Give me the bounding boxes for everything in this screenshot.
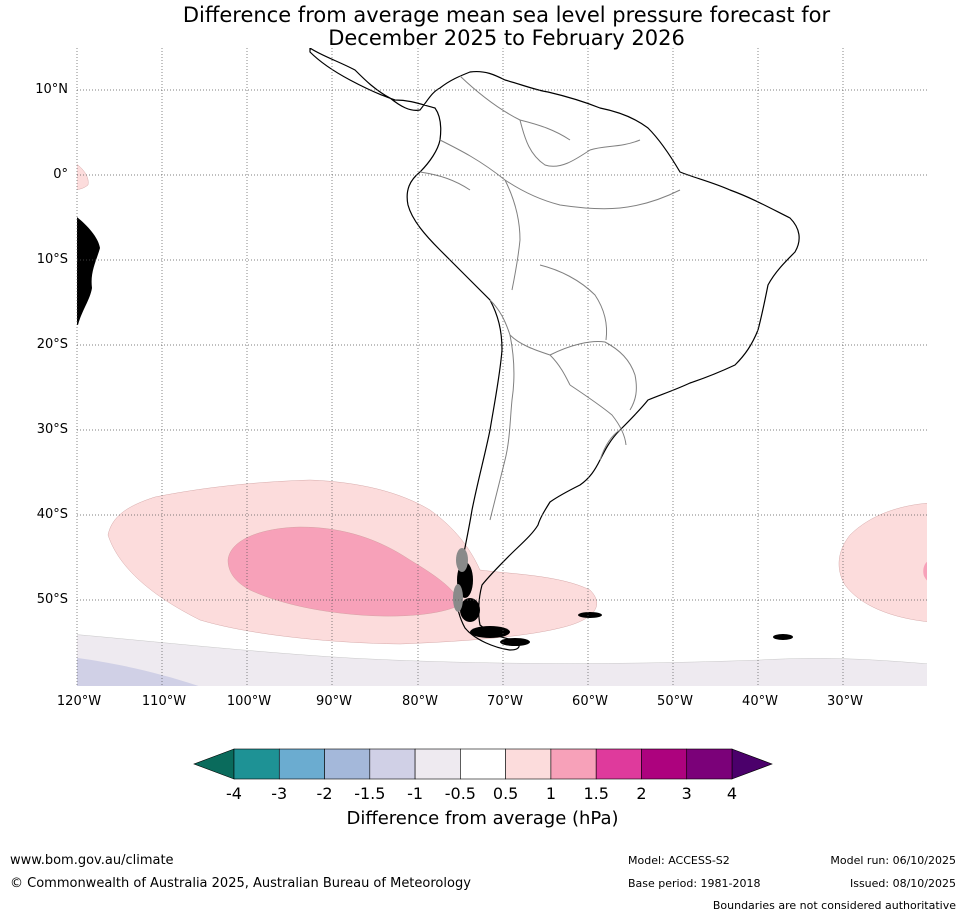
- colorbar-tick-label: -4: [226, 784, 242, 803]
- footer-model-run: Model run: 06/10/2025: [830, 854, 956, 867]
- colorbar-segment: [595, 748, 642, 780]
- eastern-pacific-equatorial-anomaly: [77, 164, 89, 190]
- lon-label-70w: 70°W: [487, 694, 523, 709]
- colorbar-tick-label: 2: [636, 784, 647, 803]
- colorbar-under-arrow: [193, 748, 235, 780]
- lon-label-50w: 50°W: [657, 694, 693, 709]
- colorbar-segment: [233, 748, 280, 780]
- lat-label-40s: 40°S: [36, 507, 68, 522]
- footer-issued: Issued: 08/10/2025: [849, 877, 956, 890]
- footer-disclaimer: Boundaries are not considered authoritat…: [712, 899, 956, 912]
- colorbar-over-arrow: [731, 748, 773, 780]
- colorbar-tick-label: -1.5: [354, 784, 386, 803]
- lon-label-120w: 120°W: [56, 694, 102, 709]
- colorbar-tick-label: 0.5: [492, 784, 519, 803]
- colorbar-segment: [686, 748, 733, 780]
- lat-label-30s: 30°S: [36, 422, 68, 437]
- chart-title: Difference from average mean sea level p…: [0, 4, 965, 50]
- colorbar-segment: [460, 748, 506, 780]
- colorbar-segment: [278, 748, 325, 780]
- lat-label-0: 0°: [53, 167, 68, 182]
- country-boundaries: [419, 75, 681, 521]
- colorbar-tick-label: 1: [545, 784, 556, 803]
- footer-base-period: Base period: 1981-2018: [628, 877, 761, 890]
- colorbar-tick-label: -0.5: [444, 784, 476, 803]
- colorbar-segment: [505, 748, 552, 780]
- colorbar-tick-label: -1: [407, 784, 424, 803]
- title-line-2: December 2025 to February 2026: [328, 26, 685, 50]
- patagonia-islands-grey: [453, 548, 468, 612]
- lat-label-50s: 50°S: [36, 592, 68, 607]
- colorbar-tick-label: -3: [271, 784, 288, 803]
- lat-label-10s: 10°S: [36, 252, 68, 267]
- colorbar-tick-label: 1.5: [583, 784, 609, 803]
- title-line-1: Difference from average mean sea level p…: [182, 3, 831, 27]
- lon-label-100w: 100°W: [226, 694, 272, 709]
- lon-label-110w: 110°W: [141, 694, 187, 709]
- colorbar-segment: [369, 748, 416, 780]
- footer-copyright: © Commonwealth of Australia 2025, Austra…: [10, 876, 471, 891]
- eastern-pacific-equatorial-anomaly-2: [77, 217, 100, 325]
- colorbar-tick-label: -2: [316, 784, 333, 803]
- lon-label-40w: 40°W: [742, 694, 778, 709]
- southern-ocean-negative-anomaly: [77, 634, 927, 686]
- lat-label-20s: 20°S: [36, 337, 68, 352]
- lon-label-80w: 80°W: [402, 694, 438, 709]
- colorbar-segment: [550, 748, 597, 780]
- lon-label-90w: 90°W: [316, 694, 352, 709]
- southern-ocean-negative-anomaly-2: [77, 657, 199, 686]
- lon-label-60w: 60°W: [572, 694, 608, 709]
- footer-website: www.bom.gov.au/climate: [10, 853, 174, 868]
- graticule: [76, 48, 927, 686]
- colorbar-label: Difference from average (hPa): [346, 808, 619, 829]
- south-america-coastline: [309, 48, 800, 651]
- south-atlantic-core-anomaly: [923, 561, 927, 581]
- colorbar-segment: [641, 748, 688, 780]
- colorbar-tick-label: 3: [681, 784, 692, 803]
- footer-model: Model: ACCESS-S2: [628, 854, 730, 867]
- colorbar: [193, 748, 773, 780]
- lon-label-30w: 30°W: [827, 694, 863, 709]
- south-atlantic-anomaly: [838, 503, 927, 622]
- colorbar-segment: [414, 748, 461, 780]
- colorbar-segment: [324, 748, 371, 780]
- lat-label-10n: 10°N: [35, 82, 68, 97]
- colorbar-tick-label: 4: [726, 784, 738, 803]
